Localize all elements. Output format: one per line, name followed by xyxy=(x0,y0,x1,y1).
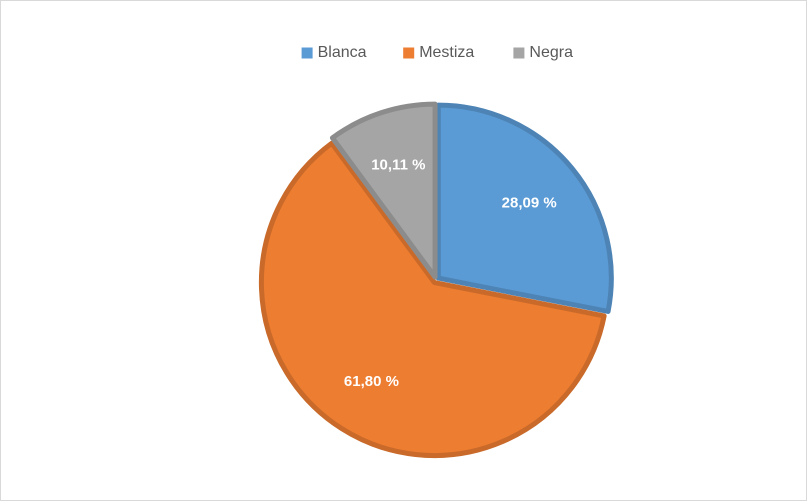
pie-slice xyxy=(258,140,607,459)
legend-swatch xyxy=(301,47,313,59)
pie-slice xyxy=(435,102,614,314)
legend-swatch xyxy=(403,47,415,59)
value-label: 28,09 % xyxy=(502,194,557,211)
value-label: 10,11 % xyxy=(371,156,425,173)
legend-text: Blanca xyxy=(318,44,367,61)
pie-slice xyxy=(329,101,438,280)
legend-text: Mestiza xyxy=(419,44,474,61)
legend-swatch xyxy=(513,47,525,59)
legend-text: Negra xyxy=(529,44,573,61)
value-label: 61,80 % xyxy=(344,373,399,390)
